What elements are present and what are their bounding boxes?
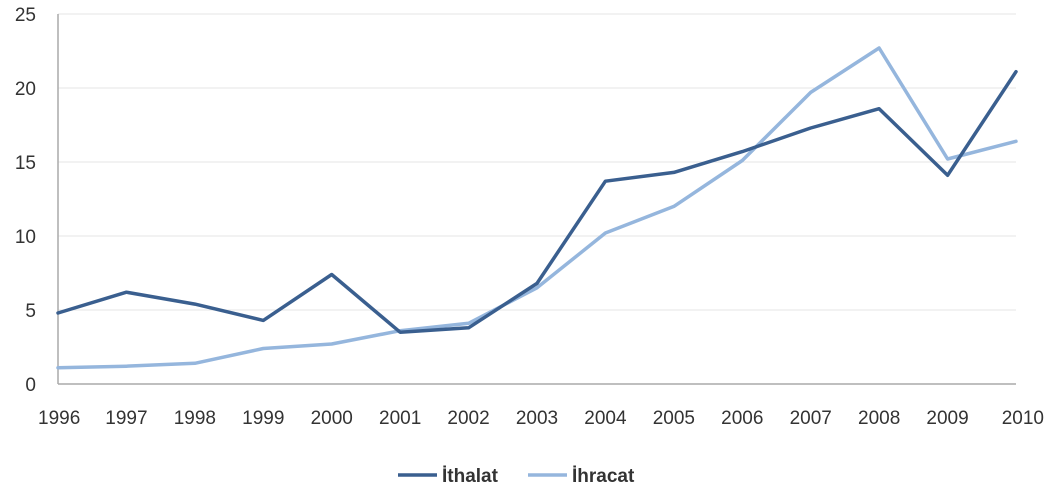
x-tick-label: 2001 [379,408,421,429]
x-tick-label: 1999 [242,408,284,429]
x-tick-label: 2007 [790,408,832,429]
y-tick-label: 10 [15,227,36,248]
y-tick-label: 25 [15,5,36,26]
legend: İthalat İhracat [398,466,635,487]
x-tick-label: 2005 [653,408,695,429]
y-tick-label: 15 [15,153,36,174]
legend-item-ihracat[interactable]: İhracat [528,466,635,487]
x-tick-label: 1998 [174,408,216,429]
x-tick-label: 2003 [516,408,558,429]
series-line-ithalat [56,69,1018,334]
gridlines [58,13,1016,311]
x-tick-label: 2006 [721,408,763,429]
series-line-ihracat [56,46,1018,370]
axes [57,14,1016,385]
y-tick-label: 20 [15,79,36,100]
x-axis-ticks: 1996 1997 1998 1999 2000 2001 2002 2003 2004 2005… [38,408,1044,429]
x-tick-label: 1996 [38,408,80,429]
y-tick-label: 0 [25,375,36,396]
series-lines [56,46,1018,370]
legend-label-ithalat: İthalat [442,466,499,487]
x-tick-label: 2010 [1002,408,1044,429]
x-tick-label: 2009 [926,408,968,429]
x-tick-label: 2002 [447,408,489,429]
legend-item-ithalat[interactable]: İthalat [398,466,499,487]
x-tick-label: 2000 [311,408,353,429]
x-tick-label: 2008 [858,408,900,429]
x-tick-label: 2004 [584,408,627,429]
y-tick-label: 5 [25,301,36,322]
y-axis-ticks: 0 5 10 15 20 25 [15,5,36,396]
legend-label-ihracat: İhracat [572,466,635,487]
x-tick-label: 1997 [105,408,147,429]
